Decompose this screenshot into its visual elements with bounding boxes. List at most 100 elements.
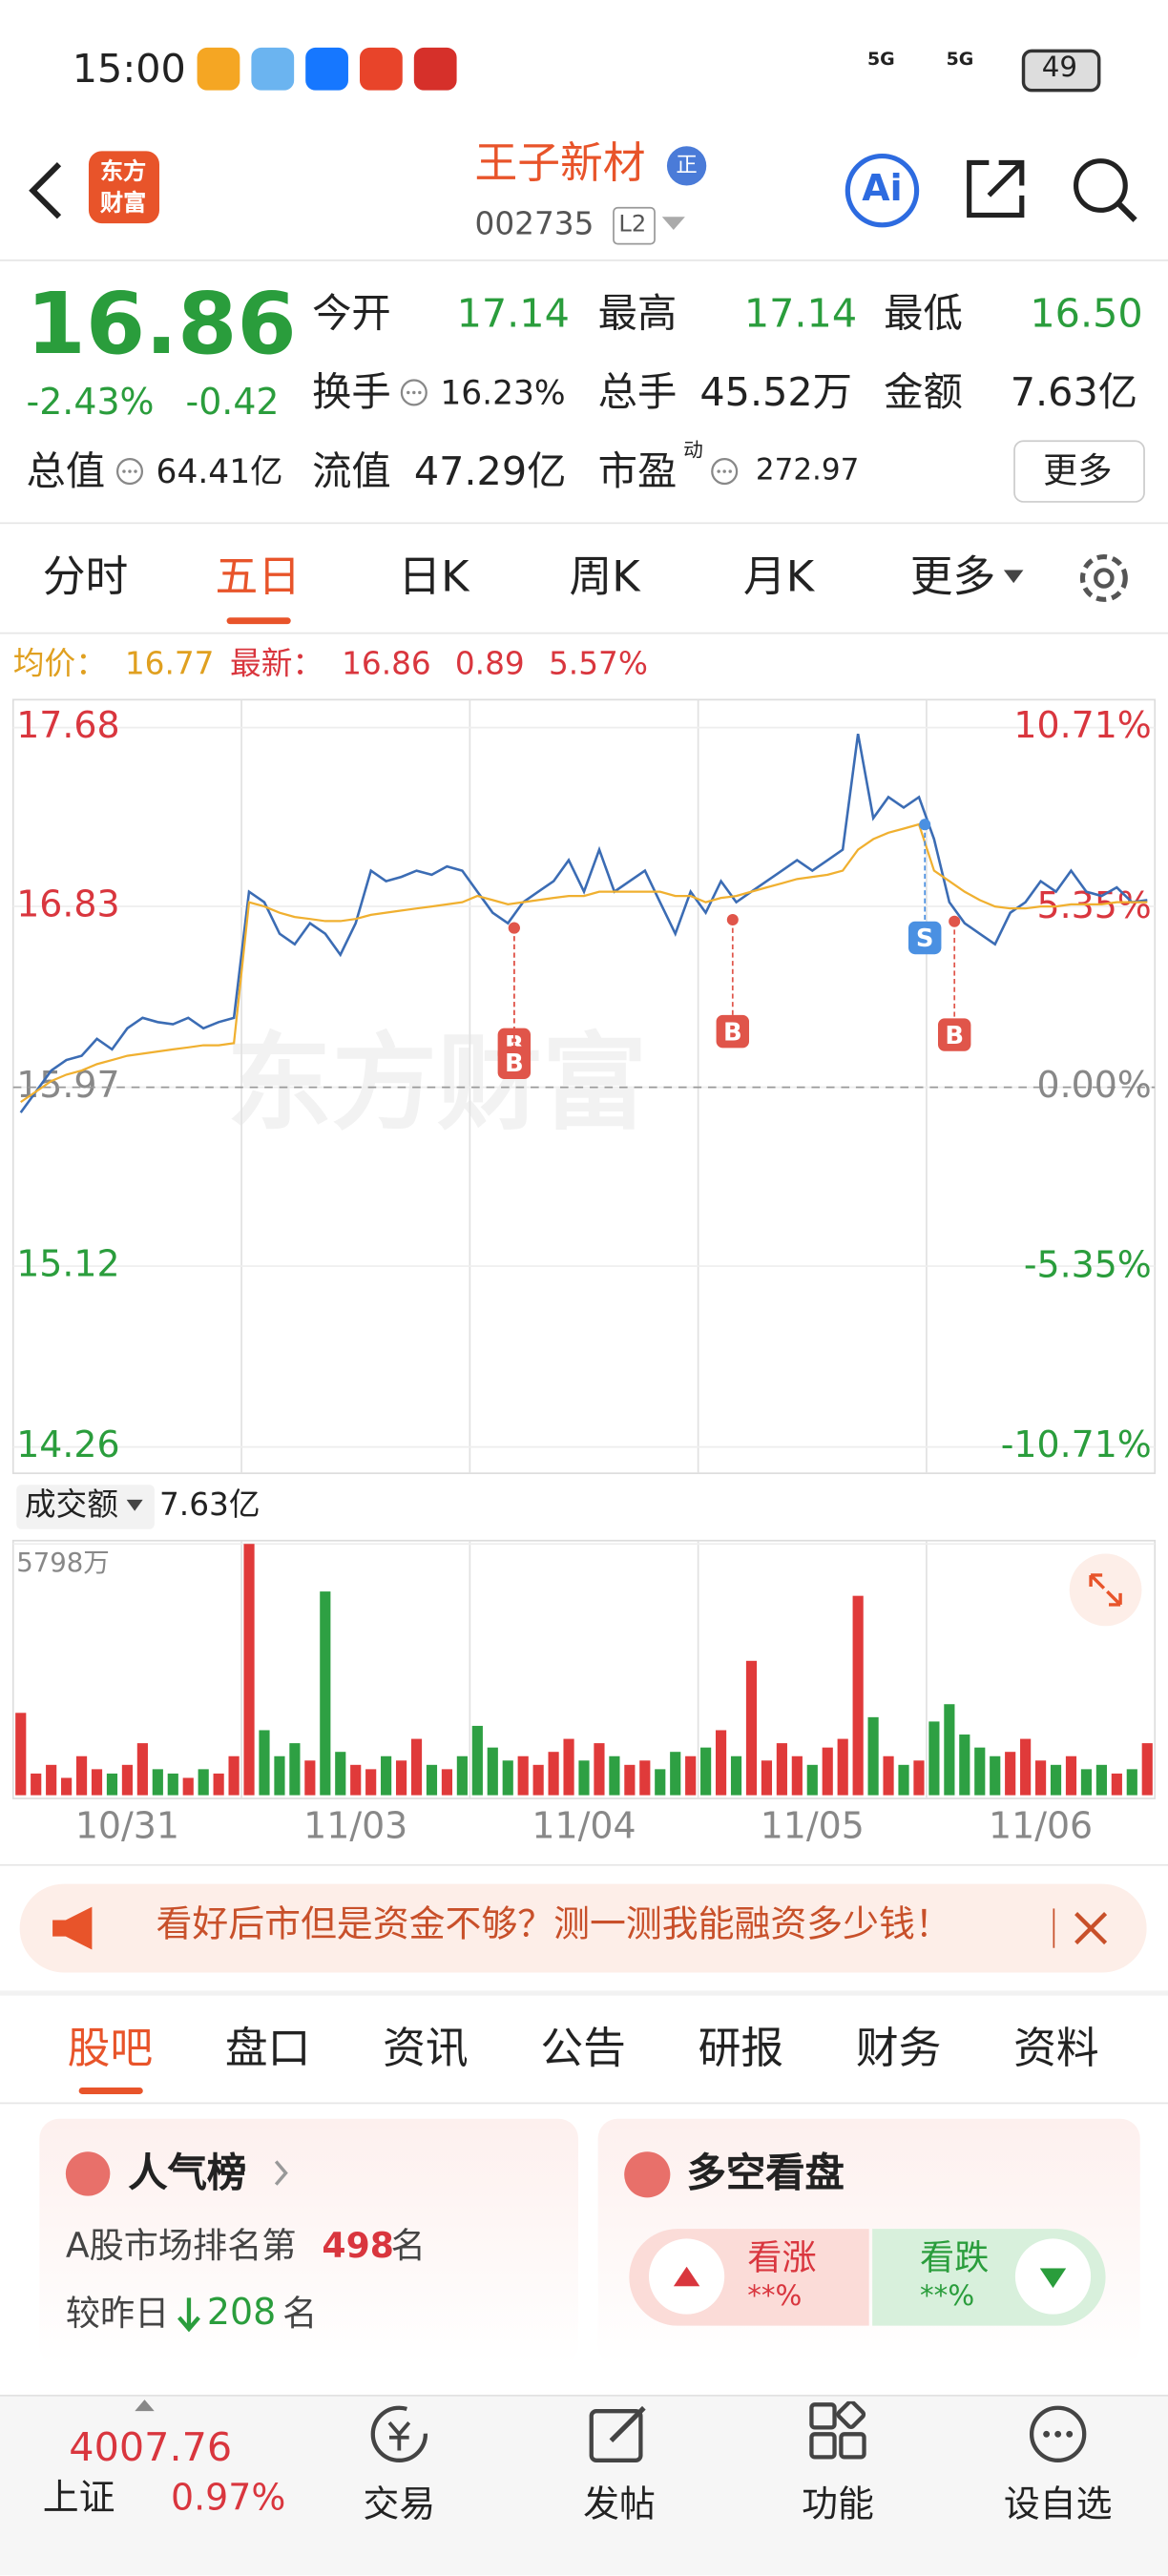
stat-label: 总手 xyxy=(597,369,678,416)
down-triangle[interactable] xyxy=(1039,2268,1067,2289)
y-tick-label: 14.26 xyxy=(16,1423,119,1465)
info-tab[interactable]: 公告 xyxy=(540,2025,626,2075)
more-text[interactable]: 更多 xyxy=(1043,450,1113,490)
info-icon[interactable] xyxy=(710,457,740,487)
marker-dot xyxy=(508,922,520,934)
volume-bar xyxy=(959,1735,970,1796)
volume-bar xyxy=(1050,1764,1062,1796)
settings-button[interactable] xyxy=(1074,549,1134,608)
chevron[interactable] xyxy=(273,2158,289,2188)
chart-tab[interactable]: 日K xyxy=(398,553,469,603)
volume-bar xyxy=(75,1755,88,1796)
volume-bar xyxy=(944,1704,955,1796)
nav-item[interactable]: 功能 xyxy=(802,2484,874,2526)
volume-label[interactable]: 成交额 xyxy=(24,1486,118,1524)
volume-bar xyxy=(121,1764,134,1796)
nav-item[interactable]: 设自选 xyxy=(1003,2484,1113,2526)
back-button[interactable] xyxy=(23,157,73,223)
chart-tab[interactable]: 周K xyxy=(569,553,640,603)
share-button[interactable] xyxy=(963,156,1029,222)
expand-button[interactable] xyxy=(1069,1553,1142,1627)
app-logo xyxy=(88,151,159,224)
nav-item[interactable]: 交易 xyxy=(363,2484,436,2526)
stat-label: 换手 xyxy=(312,369,391,416)
volume-bar xyxy=(167,1773,178,1796)
ai-text[interactable]: Ai xyxy=(862,169,903,211)
info-icon[interactable] xyxy=(399,378,428,407)
bull-label[interactable]: 看涨 xyxy=(747,2237,817,2277)
stock-code: 002735 xyxy=(474,206,594,242)
dropdown-icon[interactable] xyxy=(126,1499,143,1511)
nav-item[interactable]: 发帖 xyxy=(583,2484,656,2526)
volume-bar xyxy=(228,1755,240,1796)
info-tab[interactable]: 财务 xyxy=(855,2025,942,2075)
index-caret xyxy=(135,2399,155,2412)
volume-bar xyxy=(883,1755,894,1796)
info-tab[interactable]: 研报 xyxy=(698,2025,784,2075)
ai-button[interactable] xyxy=(843,151,922,230)
stat-label: 总值 xyxy=(26,447,106,495)
info-tab[interactable]: 资讯 xyxy=(383,2025,469,2075)
marker-label: B xyxy=(505,1049,524,1078)
banner-text[interactable]: 看好后市但是资金不够？测一测我能融资多少钱！ xyxy=(156,1904,951,1947)
price-line xyxy=(20,822,1148,1104)
last-change: 0.89 xyxy=(454,646,525,683)
expand-icon[interactable] xyxy=(1089,1573,1122,1607)
volume-bar xyxy=(1126,1769,1137,1796)
volume-bar xyxy=(136,1743,148,1796)
dropdown-icon[interactable] xyxy=(1003,570,1024,584)
watchlist-icon[interactable] xyxy=(1025,2401,1091,2467)
volume-bar xyxy=(1141,1743,1153,1796)
volume-bar xyxy=(715,1730,727,1796)
up-triangle[interactable] xyxy=(673,2266,700,2287)
stat-value: 45.52万 xyxy=(699,369,852,416)
change: -0.42 xyxy=(185,383,280,425)
info-tab-active[interactable]: 股吧 xyxy=(67,2025,154,2075)
post-icon[interactable] xyxy=(585,2401,654,2467)
volume-bar xyxy=(1034,1760,1047,1796)
info-icon[interactable] xyxy=(115,457,145,487)
marker-box xyxy=(716,1014,750,1049)
info-tab[interactable]: 资料 xyxy=(1013,2025,1099,2075)
stat-label: 最低 xyxy=(884,290,963,337)
info-tab[interactable]: 盘口 xyxy=(224,2025,311,2075)
volume-bar xyxy=(563,1738,574,1796)
function-icon[interactable] xyxy=(805,2400,871,2467)
status-icons xyxy=(197,47,460,91)
y-tick-label: 15.12 xyxy=(16,1243,119,1285)
sentiment-title[interactable]: 多空看盘 xyxy=(686,2150,845,2196)
trade-icon[interactable] xyxy=(365,2401,433,2467)
volume-bar xyxy=(898,1764,909,1796)
volume-bar xyxy=(852,1595,864,1796)
chart-tab[interactable]: 更多 xyxy=(909,553,996,603)
popularity-card[interactable] xyxy=(39,2118,578,2365)
divider xyxy=(0,2102,1168,2105)
y2-tick-label: 10.71% xyxy=(1013,704,1151,746)
logo-text: 东方 xyxy=(100,158,147,186)
index-name[interactable]: 上证 xyxy=(42,2478,115,2520)
marker-box xyxy=(908,921,942,955)
index-change[interactable]: 0.97% xyxy=(171,2478,286,2520)
close-button[interactable] xyxy=(1073,1910,1109,1946)
status-time: 15:00 xyxy=(72,46,186,93)
dropdown-icon[interactable] xyxy=(660,216,687,232)
chart-tab[interactable]: 分时 xyxy=(42,553,129,603)
chart-tab[interactable]: 月K xyxy=(742,553,815,603)
volume-bar xyxy=(426,1764,438,1796)
bear-label[interactable]: 看跌 xyxy=(920,2237,990,2277)
stat-value: 17.14 xyxy=(456,290,570,337)
more-button[interactable] xyxy=(1013,440,1145,503)
search-button[interactable] xyxy=(1071,156,1139,225)
ad-banner[interactable] xyxy=(19,1883,1147,1973)
bear-value: **% xyxy=(920,2280,975,2314)
x-tick-label: 11/06 xyxy=(989,1806,1094,1848)
x-tick-label: 11/04 xyxy=(532,1806,636,1848)
volume-bar xyxy=(1005,1752,1016,1796)
chart-tab-active[interactable]: 五日 xyxy=(215,553,302,603)
popularity-title[interactable]: 人气榜 xyxy=(128,2150,247,2196)
index-value[interactable]: 4007.76 xyxy=(69,2423,233,2471)
volume-total: 7.63亿 xyxy=(158,1486,261,1524)
volume-selector[interactable] xyxy=(16,1485,155,1529)
banner-divider xyxy=(1053,1908,1055,1948)
stat-label: 金额 xyxy=(884,369,963,416)
